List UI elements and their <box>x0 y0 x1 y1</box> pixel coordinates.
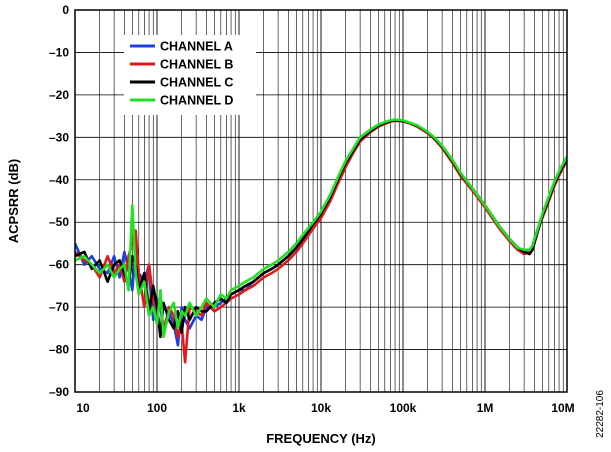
x-tick-label: 1k <box>232 401 246 415</box>
series-lines <box>75 118 567 364</box>
legend: CHANNEL A CHANNEL B CHANNEL C CHANNEL D <box>124 35 256 115</box>
legend-label: CHANNEL A <box>160 40 233 54</box>
x-tick-label: 10k <box>311 401 331 415</box>
y-tick-label: –90 <box>49 385 69 399</box>
legend-label: CHANNEL C <box>160 76 233 90</box>
x-tick-label: 1M <box>477 401 494 415</box>
x-tick-label: 10 <box>76 401 90 415</box>
y-axis-title: ACPSRR (dB) <box>6 159 21 244</box>
y-tick-label: –40 <box>49 173 69 187</box>
x-tick-label: 10M <box>551 401 574 415</box>
x-axis-title: FREQUENCY (Hz) <box>266 431 376 446</box>
y-tick-label: –70 <box>49 300 69 314</box>
series-line-channel-d <box>75 118 567 339</box>
figure-id: 22282-106 <box>595 390 606 438</box>
legend-label: CHANNEL D <box>160 94 233 108</box>
plot-frame <box>74 9 568 393</box>
y-tick-label: –60 <box>49 258 69 272</box>
x-tick-label: 100 <box>147 401 167 415</box>
y-tick-label: –20 <box>49 88 69 102</box>
y-tick-label: –50 <box>49 215 69 229</box>
x-tick-label: 100k <box>390 401 417 415</box>
y-tick-labels: 0 –10 –20 –30 –40 –50 –60 –70 –80 –90 <box>49 3 69 399</box>
y-tick-label: –10 <box>49 45 69 59</box>
y-tick-label: 0 <box>62 3 69 17</box>
legend-label: CHANNEL B <box>160 58 233 72</box>
y-tick-label: –80 <box>49 343 69 357</box>
x-tick-labels: 10 100 1k 10k 100k 1M 10M <box>76 401 574 415</box>
y-tick-label: –30 <box>49 130 69 144</box>
legend-box <box>124 35 256 115</box>
